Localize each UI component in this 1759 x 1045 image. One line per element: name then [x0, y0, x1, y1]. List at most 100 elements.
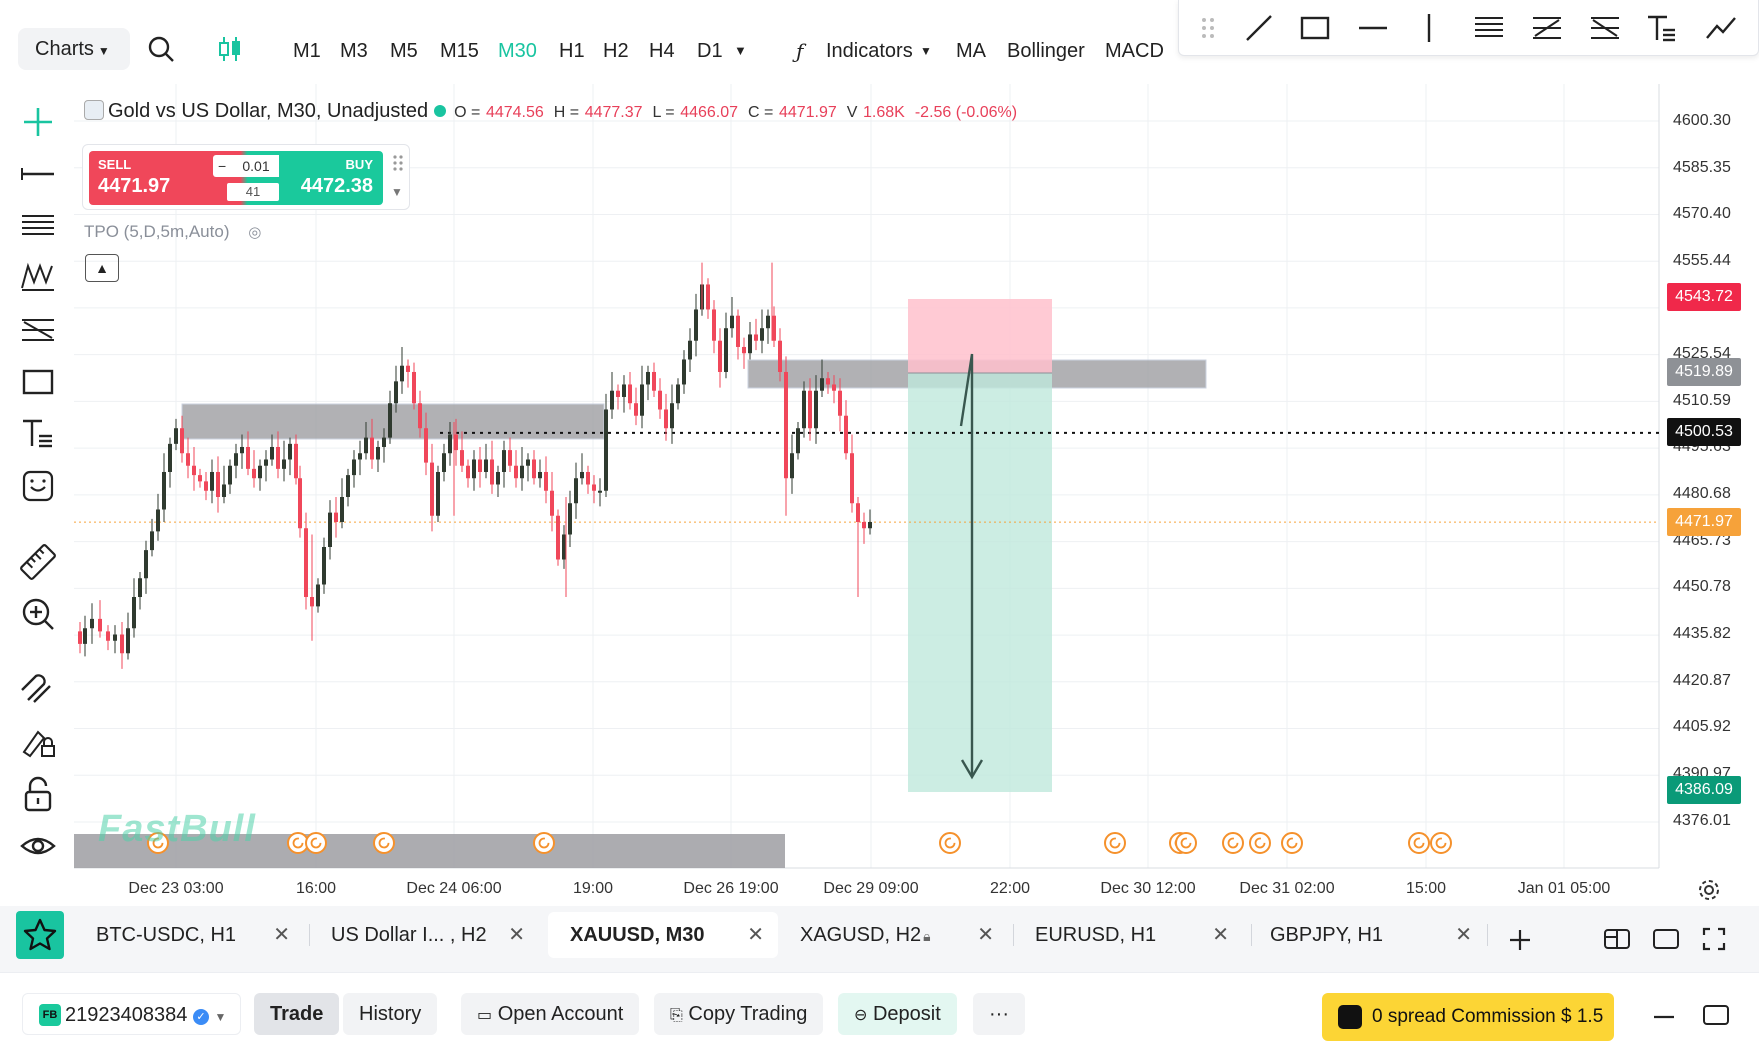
indicator-bollinger-button[interactable]: Bollinger: [1007, 40, 1085, 62]
search-icon[interactable]: [146, 34, 176, 64]
pattern-tool-icon[interactable]: [20, 260, 56, 296]
timeframe-m15[interactable]: M15: [440, 40, 479, 62]
candle-body: [832, 384, 836, 391]
line-tool-icon[interactable]: [20, 156, 56, 192]
tab-btc-usdc[interactable]: BTC-USDC, H1 ✕: [74, 912, 304, 958]
timeframe-m3[interactable]: M3: [340, 40, 368, 62]
rectangle-tool-icon[interactable]: [1299, 12, 1331, 44]
trade-tab-button[interactable]: Trade: [254, 993, 340, 1035]
timeframe-h2[interactable]: H2: [603, 40, 629, 62]
time-tick: 19:00: [572, 880, 614, 897]
add-tab-plus-icon[interactable]: [1508, 928, 1532, 952]
sell-button[interactable]: SELL 4471.97: [89, 151, 209, 205]
indicator-macd-button[interactable]: MACD: [1105, 40, 1164, 62]
price-tick: 4376.01: [1673, 812, 1731, 829]
drag-handle-icon[interactable]: [1193, 12, 1225, 44]
indicators-chevron-icon[interactable]: ▼: [920, 44, 932, 58]
expand-panel-chevron-icon[interactable]: ▼: [391, 185, 403, 199]
close-tab-icon[interactable]: ✕: [1212, 924, 1229, 946]
buy-button[interactable]: BUY 4472.38: [279, 151, 383, 205]
open-account-button[interactable]: ▭ Open Account: [461, 993, 640, 1035]
single-layout-icon[interactable]: [1653, 928, 1679, 950]
chart-settings-gear-icon[interactable]: [1697, 878, 1721, 902]
ruler-measure-icon[interactable]: [20, 544, 56, 580]
candle: [234, 443, 238, 479]
shape-tool-icon[interactable]: [20, 364, 56, 400]
close-tab-icon[interactable]: ✕: [977, 924, 994, 946]
path-tool-icon[interactable]: [1705, 12, 1737, 44]
magnet-icon[interactable]: [20, 672, 56, 708]
tab-xauusd[interactable]: XAUUSD, M30 ✕: [548, 912, 778, 958]
minus-icon[interactable]: −: [218, 158, 227, 174]
close-tab-icon[interactable]: ✕: [1455, 924, 1472, 946]
candle-body: [228, 465, 232, 485]
gann-fan-tool-icon[interactable]: [1589, 12, 1621, 44]
minimize-panel-icon[interactable]: [1652, 1005, 1676, 1029]
channel-tool-icon[interactable]: [20, 208, 56, 244]
timeframe-m1[interactable]: M1: [293, 40, 321, 62]
account-selector[interactable]: FB 21923408384 ✓ ▼: [22, 993, 242, 1035]
fib-tool-icon[interactable]: [20, 312, 56, 348]
trend-line-tool-icon[interactable]: [1243, 12, 1275, 44]
indicator-tpo-label[interactable]: TPO (5,D,5m,Auto) ◎: [84, 222, 261, 242]
collapse-legend-button[interactable]: ▲: [85, 254, 119, 282]
text-annotation-icon[interactable]: [20, 416, 56, 452]
symbol-title[interactable]: Gold vs US Dollar, M30, Unadjusted: [108, 100, 429, 122]
unlock-icon[interactable]: [20, 776, 56, 812]
charts-menu-button[interactable]: Charts ▼: [18, 28, 130, 70]
resistance-zone-left: [181, 403, 605, 440]
more-options-button[interactable]: ···: [973, 993, 1025, 1035]
candle: [628, 371, 632, 410]
timeframe-m5[interactable]: M5: [390, 40, 418, 62]
crosshair-icon[interactable]: [20, 104, 56, 140]
copy-trading-button[interactable]: ⎘ Copy Trading: [654, 993, 824, 1035]
candle-body: [586, 471, 590, 485]
candle: [412, 362, 416, 410]
tab-eurusd[interactable]: EURUSD, H1 ✕: [1013, 912, 1243, 958]
deposit-button[interactable]: ⊖ Deposit: [838, 993, 957, 1035]
candle-body: [252, 468, 256, 479]
tab-xagusd[interactable]: XAGUSD, H2 🔒︎ ✕: [778, 912, 1008, 958]
candle-body: [526, 459, 530, 466]
price-chart[interactable]: [0, 0, 1759, 906]
history-tab-button[interactable]: History: [343, 993, 438, 1035]
indicators-button[interactable]: Indicators: [826, 40, 913, 62]
timeframe-d1[interactable]: D1: [697, 40, 723, 62]
parallel-channel-tool-icon[interactable]: [1473, 12, 1505, 44]
close-tab-icon[interactable]: ✕: [273, 924, 290, 946]
candlestick-type-icon[interactable]: [216, 34, 244, 64]
maximize-panel-icon[interactable]: [1702, 1003, 1730, 1027]
price-tick: 4600.30: [1673, 112, 1731, 129]
fib-retracement-tool-icon[interactable]: [1531, 12, 1563, 44]
horizontal-line-tool-icon[interactable]: [1357, 12, 1389, 44]
lock-drawings-icon[interactable]: [20, 724, 56, 760]
favorites-button[interactable]: [16, 911, 64, 959]
lot-value[interactable]: 0.01: [242, 158, 270, 174]
economic-event-marker: [1175, 832, 1197, 854]
drag-handle-icon[interactable]: [391, 153, 405, 173]
stop-loss-zone: [908, 299, 1052, 373]
commission-promo-banner[interactable]: 0 spread Commission $ 1.5: [1322, 993, 1614, 1041]
eye-hidden-icon[interactable]: ◎: [248, 224, 262, 241]
more-timeframes-chevron-icon[interactable]: ▼: [734, 43, 747, 58]
timeframe-h4[interactable]: H4: [649, 40, 675, 62]
fullscreen-icon[interactable]: [1702, 927, 1726, 951]
candle: [616, 384, 620, 410]
candle: [568, 490, 572, 547]
split-layout-icon[interactable]: [1604, 928, 1630, 950]
zoom-in-icon[interactable]: [20, 596, 56, 632]
timeframe-h1[interactable]: H1: [559, 40, 585, 62]
vertical-line-tool-icon[interactable]: [1413, 12, 1445, 44]
text-tool-icon[interactable]: [1645, 12, 1677, 44]
candle-body: [694, 309, 698, 341]
timeframe-m30[interactable]: M30: [498, 40, 537, 62]
close-tab-icon[interactable]: ✕: [508, 924, 525, 946]
candle-body: [676, 384, 680, 404]
tab-us-dollar-index[interactable]: US Dollar I... , H2 ✕: [309, 912, 539, 958]
close-tab-icon[interactable]: ✕: [747, 924, 764, 946]
lock-icon: 🔒︎: [923, 928, 931, 944]
indicator-ma-button[interactable]: MA: [956, 40, 986, 62]
tab-gbpjpy[interactable]: GBPJPY, H1 ✕: [1248, 912, 1486, 958]
eye-visibility-icon[interactable]: [20, 828, 56, 864]
emoji-sticker-icon[interactable]: [20, 468, 56, 504]
